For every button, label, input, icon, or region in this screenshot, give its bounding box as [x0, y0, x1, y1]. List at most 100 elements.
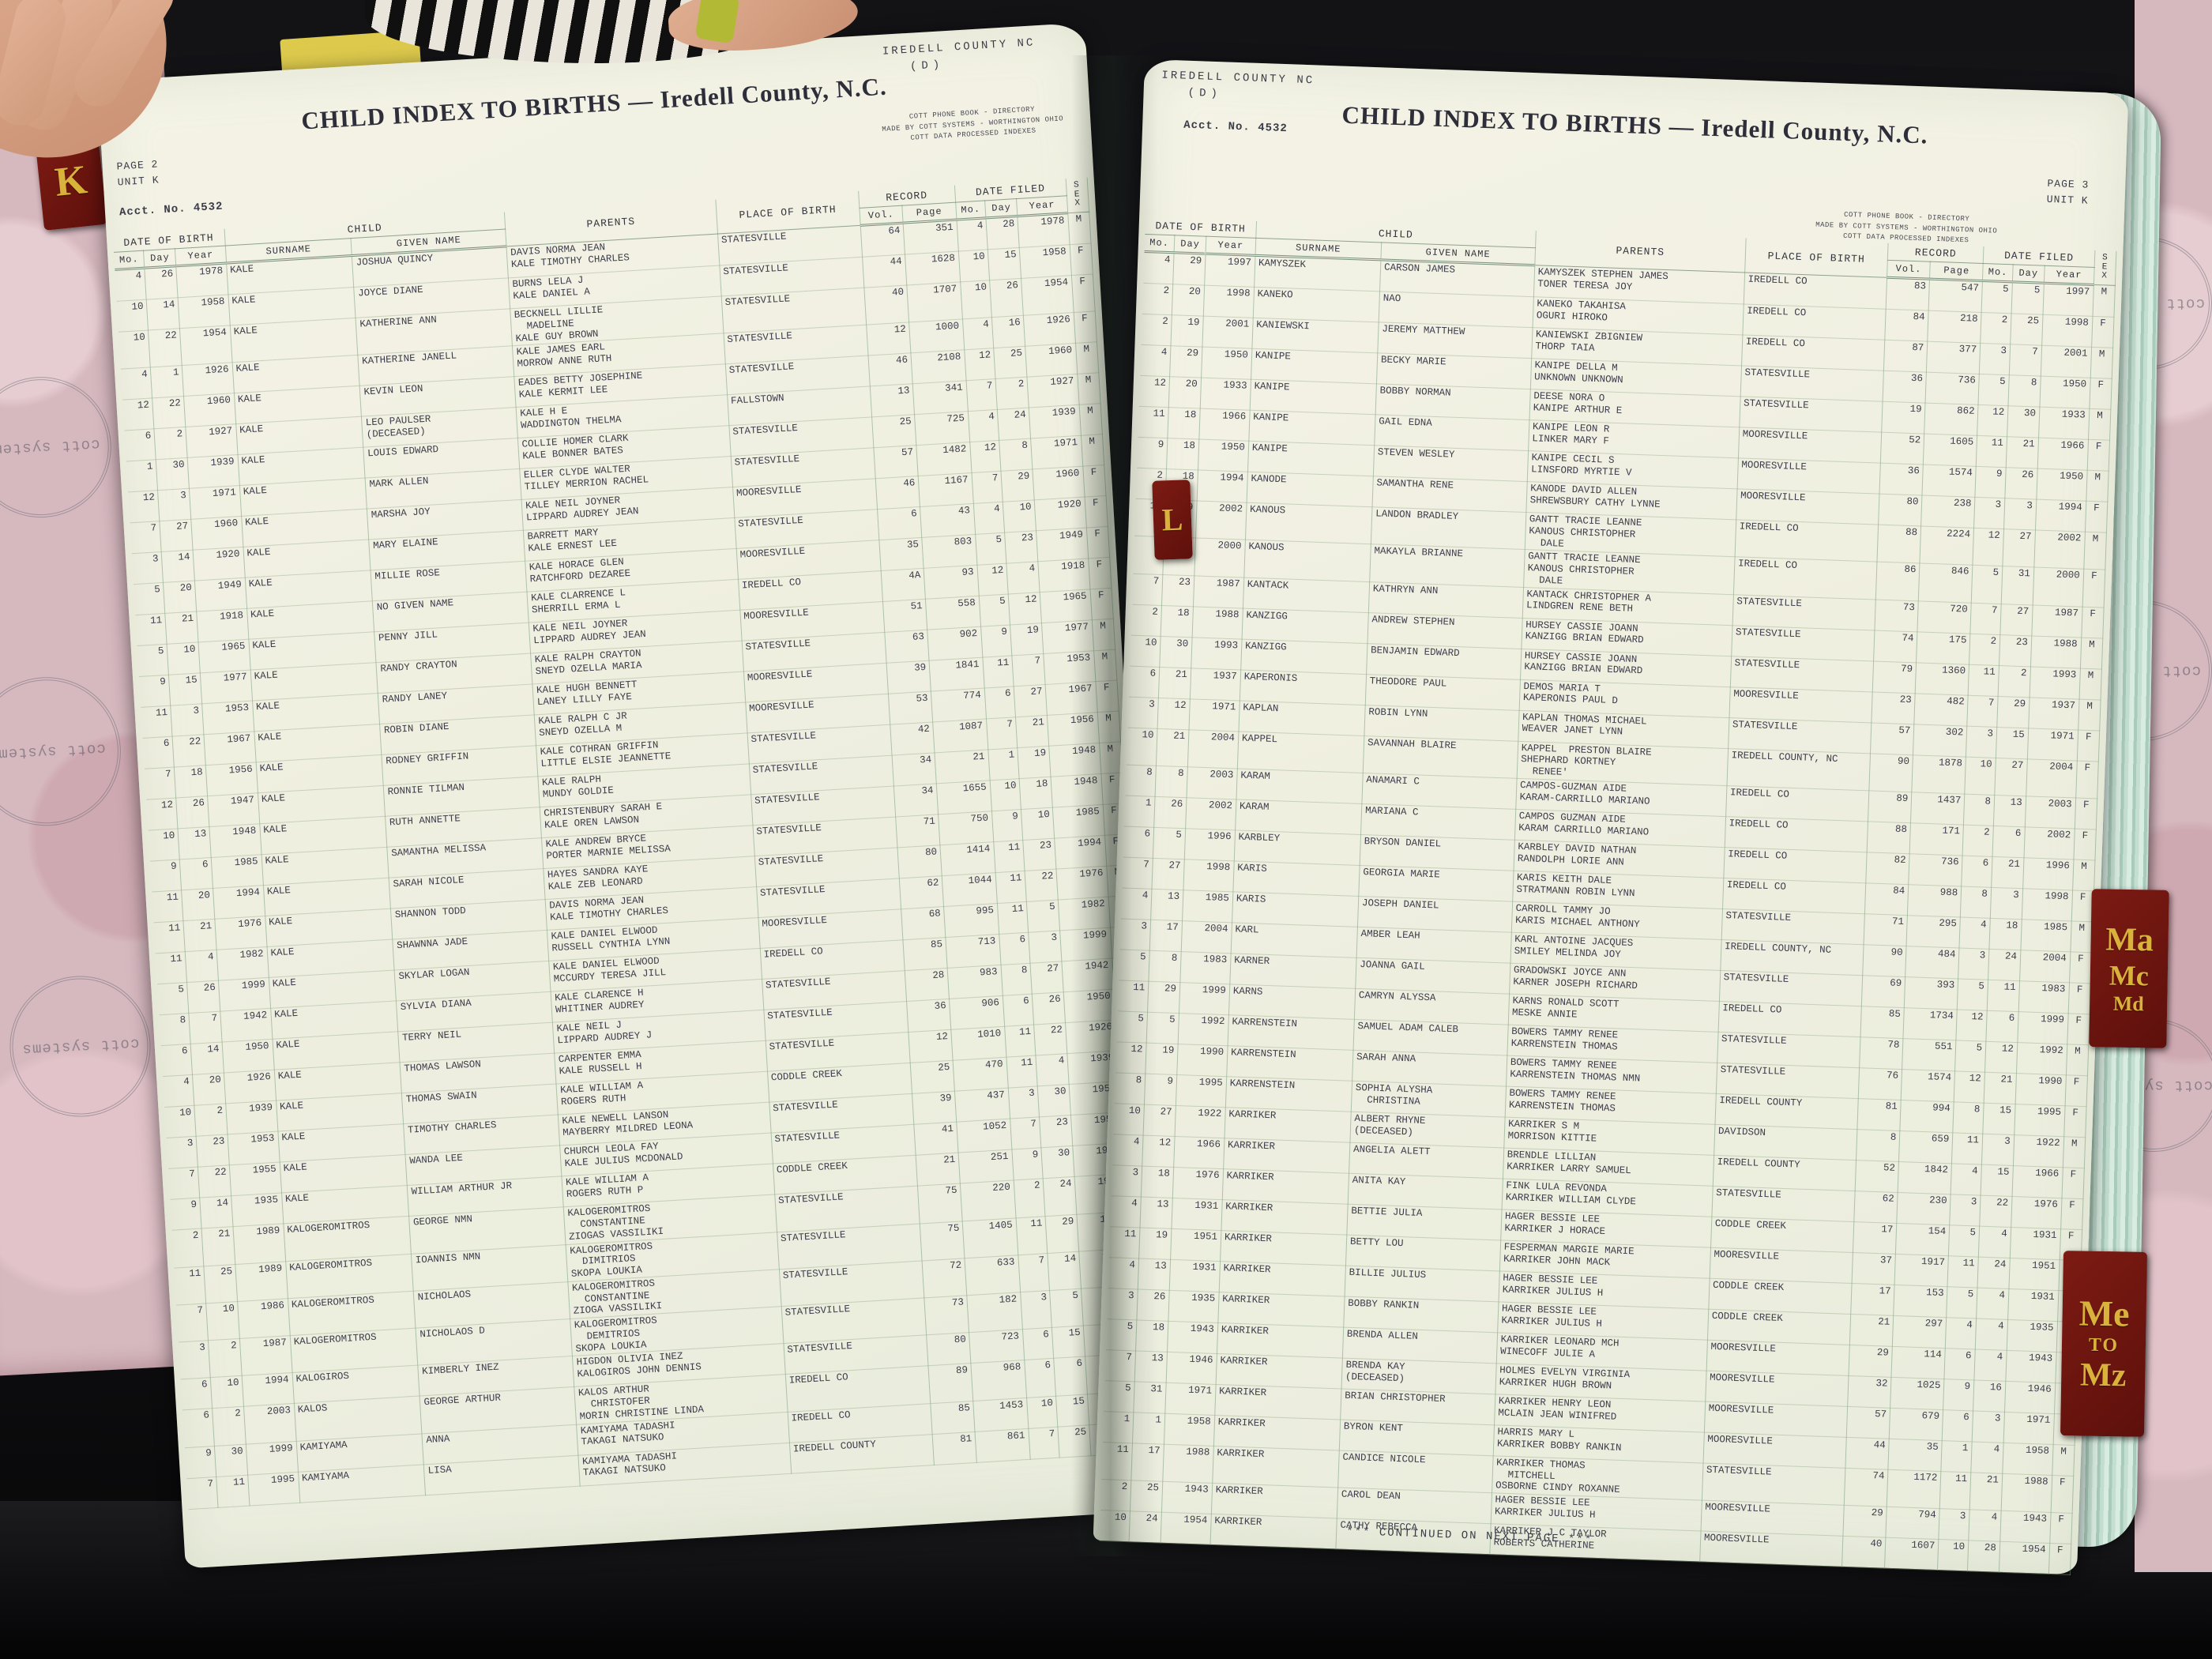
dob-month-cell: 10 [164, 1105, 197, 1138]
place-of-birth-cell: CODDLE CREEK [1710, 1217, 1854, 1253]
dob-day-cell: 23 [196, 1134, 230, 1168]
dob-day-cell: 13 [178, 826, 212, 860]
filed-month-cell: 7 [986, 717, 1018, 750]
surname-cell: KANIPE [1249, 379, 1377, 415]
filed-month-cell: 6 [1962, 855, 1993, 888]
given-name-cell: BRYSON DANIEL [1360, 834, 1515, 871]
dob-day-cell: 27 [160, 519, 194, 552]
dob-day-cell: 13 [1138, 1258, 1171, 1291]
record-vol-cell: 62 [1853, 1191, 1898, 1224]
filed-day-cell: 25 [2010, 313, 2043, 346]
dob-year-cell: 1939 [187, 454, 239, 489]
record-page-cell: 93 [924, 565, 979, 600]
filed-month-cell: 7 [1028, 1426, 1060, 1459]
dob-month-cell: 11 [1101, 1442, 1133, 1480]
filed-month-cell: 6 [1022, 1327, 1055, 1360]
filed-day-cell: 12 [1008, 592, 1042, 626]
record-vol-cell: 73 [924, 1295, 969, 1336]
dob-month-cell: 11 [155, 951, 187, 985]
dob-month-cell: 9 [138, 675, 171, 708]
filed-month-cell: 11 [1004, 1025, 1036, 1058]
filed-day-cell: 23 [1023, 838, 1057, 871]
sex-cell: F [2048, 1543, 2071, 1575]
filed-day-cell: 6 [1992, 826, 2026, 858]
dob-day-cell: 27 [1143, 1104, 1176, 1137]
record-page-cell: 994 [1900, 1100, 1954, 1133]
filed-month-cell: 10 [960, 280, 992, 320]
record-vol-cell: 12 [866, 322, 912, 356]
index-tab-ma-mc-md: Ma Mc Md [2089, 889, 2169, 1048]
filed-day-cell: 31 [2001, 566, 2034, 605]
record-vol-cell: 85 [930, 1400, 976, 1435]
filed-day-cell: 27 [1030, 961, 1064, 995]
dob-day-cell: 17 [1131, 1443, 1164, 1482]
surname-cell: KARRIKER [1219, 1261, 1346, 1296]
filed-year-cell: 1949 [1036, 528, 1089, 562]
record-page-cell: 251 [958, 1149, 1014, 1184]
dob-day-cell: 29 [1147, 980, 1180, 1014]
dob-day-cell: 10 [206, 1301, 240, 1341]
filed-year-cell: 1943 [1999, 1510, 2051, 1544]
filed-year-cell: 1976 [2011, 1196, 2062, 1229]
dob-month-cell: 10 [116, 299, 149, 333]
dob-year-cell: 1966 [1173, 1136, 1224, 1169]
record-vol-cell: 29 [1842, 1505, 1887, 1538]
dob-year-cell: 1950 [1201, 347, 1252, 380]
record-page-cell: 21 [935, 750, 990, 784]
record-vol-cell: 21 [1849, 1314, 1894, 1347]
record-vol-cell: 88 [1876, 525, 1921, 564]
filed-month-cell: 12 [976, 563, 1009, 596]
filed-year-cell: 2004 [2026, 758, 2078, 798]
given-name-cell: ANAMARI C [1361, 773, 1517, 810]
record-vol-cell: 80 [897, 845, 942, 879]
record-vol-cell: 76 [1858, 1067, 1902, 1100]
given-name-cell: CARSON JAMES [1379, 259, 1535, 297]
record-vol-cell: 80 [926, 1332, 972, 1367]
filed-year-cell: 1960 [1025, 343, 1078, 378]
place-of-birth-cell: MOORESVILLE [1702, 1431, 1847, 1469]
dob-month-cell: 5 [137, 644, 169, 677]
record-page-cell: 2224 [1920, 525, 1974, 566]
record-vol-cell: 83 [1886, 277, 1930, 311]
sex-cell: F [2089, 378, 2112, 410]
record-page-cell: 1607 [1884, 1537, 1939, 1571]
filed-day-cell: 23 [1999, 634, 2032, 667]
place-of-birth-cell: STATESVILLE [1740, 365, 1884, 402]
filed-day-cell: 29 [1045, 1213, 1080, 1254]
filed-year-cell: 1997 [2042, 283, 2094, 317]
place-of-birth-cell: STATESVILLE [1716, 1063, 1860, 1099]
filed-month-cell: 3 [1973, 497, 2005, 529]
dob-year-cell: 1999 [246, 1440, 299, 1475]
filed-month-cell: 5 [1971, 565, 2003, 604]
sex-cell: F [1088, 557, 1112, 590]
filed-month-cell: 12 [969, 440, 1002, 473]
filed-month-cell: 8 [1000, 963, 1033, 996]
filed-year-cell: 1931 [2010, 1227, 2061, 1260]
filed-month-cell: 8 [1963, 793, 1995, 826]
record-page-cell: 1360 [1915, 662, 1969, 695]
surname-cell: KANOUS [1245, 502, 1372, 544]
dob-year-cell: 1948 [209, 824, 261, 858]
birth-index-table-right: DATE OF BIRTH CHILD PARENTS PLACE OF BIRTH R… [1099, 216, 2117, 1575]
filed-year-cell: 1992 [2016, 1042, 2067, 1075]
dob-year-cell: 1971 [1164, 1382, 1216, 1416]
sex-cell: F [2073, 828, 2097, 860]
filed-month-cell: 5 [978, 594, 1010, 627]
record-page-cell: 114 [1891, 1346, 1946, 1379]
dob-day-cell: 27 [1152, 858, 1185, 890]
filed-day-cell: 24 [1043, 1176, 1078, 1217]
surname-cell: KARRENSTEIN [1226, 1045, 1353, 1082]
given-name-cell: ROBIN LYNN [1364, 705, 1519, 741]
record-page-cell: 551 [1902, 1038, 1957, 1071]
filed-month-cell: 12 [964, 348, 996, 381]
filed-year-cell: 1918 [1038, 559, 1090, 592]
dob-day-cell: 22 [152, 396, 186, 430]
dob-month-cell: 10 [1099, 1510, 1130, 1542]
place-of-birth-cell: IREDELL CO [1744, 272, 1887, 310]
record-vol-cell: 42 [890, 722, 935, 756]
filed-month-cell: 2 [1962, 824, 1994, 857]
surname-cell: KAPERONIS [1240, 669, 1367, 705]
dob-day-cell: 3 [157, 488, 192, 521]
place-of-birth-cell: IREDELL CO [1717, 1001, 1862, 1037]
filed-month-cell: 7 [965, 378, 998, 412]
